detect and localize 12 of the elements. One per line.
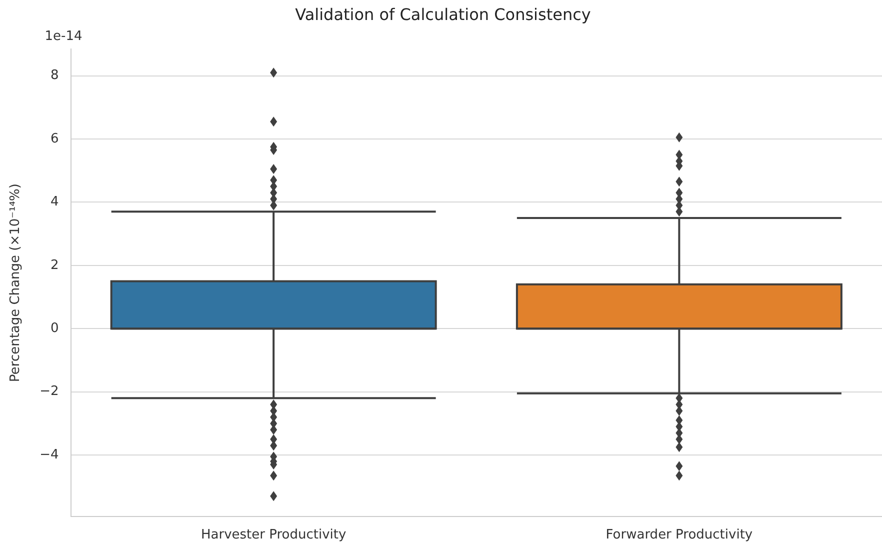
y-tick-label: 8 (50, 68, 59, 84)
y-tick-label: 0 (50, 321, 59, 336)
text: 1e-14 (44, 29, 82, 44)
y-tick-label: −2 (40, 384, 59, 400)
x-tick-label: Forwarder Productivity (606, 528, 753, 543)
y-tick-label: 4 (50, 194, 59, 210)
y-tick-label: 6 (50, 131, 59, 146)
y-tick-label: 2 (50, 258, 59, 273)
chart-title: Validation of Calculation Consistency (295, 4, 591, 24)
y-tick-label: −4 (40, 447, 59, 462)
y-axis-title: Percentage Change (×10⁻¹⁴%) (8, 184, 24, 382)
x-tick-label: Harvester Productivity (200, 528, 346, 543)
